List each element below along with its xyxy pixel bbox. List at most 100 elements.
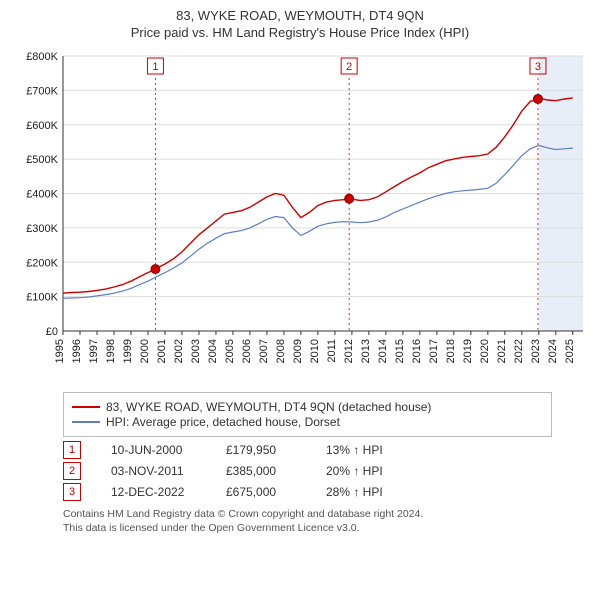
sale-price: £179,950 (226, 443, 306, 457)
x-tick-label-g: 2014 (377, 339, 389, 363)
x-tick-label-g: 2018 (445, 339, 457, 363)
x-tick-label-g: 2015 (394, 339, 406, 363)
sale-comparison: 20% ↑ HPI (326, 464, 552, 478)
x-tick-label-g: 2006 (241, 339, 253, 363)
x-tick-label-g: 2017 (428, 339, 440, 363)
x-tick-label: 2015 (394, 339, 406, 363)
x-tick-label-g: 2000 (139, 339, 151, 363)
chart-subtitle: Price paid vs. HM Land Registry's House … (8, 25, 592, 40)
y-tick-label: £300K (26, 223, 58, 235)
x-tick-label-g: 2007 (258, 339, 270, 363)
chart-area: £0 £100K £200K £300K £400K £500K £600K £700K £80… (8, 46, 592, 386)
sale-comparison: 28% ↑ HPI (326, 485, 552, 499)
legend: 83, WYKE ROAD, WEYMOUTH, DT4 9QN (detach… (63, 392, 552, 437)
footnote-line-2: This data is licensed under the Open Gov… (63, 521, 592, 535)
x-tick-label: 2000 (139, 339, 151, 363)
event-dot (151, 265, 160, 274)
x-tick-label-g: 2019 (462, 339, 474, 363)
x-tick-label: 2013 (360, 339, 372, 363)
x-tick-label: 1995 (54, 339, 66, 363)
x-tick-label-g: 2012 (343, 339, 355, 363)
footnote: Contains HM Land Registry data © Crown c… (63, 507, 592, 535)
x-tick-label: 2019 (462, 339, 474, 363)
sale-date: 03-NOV-2011 (111, 464, 206, 478)
x-tick-label: 2023 (530, 339, 542, 363)
sale-row: 203-NOV-2011£385,00020% ↑ HPI (63, 462, 552, 480)
x-tick-label: 2008 (275, 339, 287, 363)
event-dot (345, 194, 354, 203)
x-tick-label-g: 2001 (156, 339, 168, 363)
x-tick-label-g: 2022 (513, 339, 525, 363)
legend-label: HPI: Average price, detached house, Dors… (106, 415, 340, 429)
event-marker-number: 1 (152, 61, 158, 73)
x-tick-label-g: 2025 (564, 339, 576, 363)
y-tick-label: £500K (26, 154, 58, 166)
x-tick-label: 2001 (156, 339, 168, 363)
x-tick-label: 2011 (326, 339, 338, 363)
sale-row: 3 12-DEC-2022 £675,000 28% ↑ HPI (63, 483, 552, 501)
x-tick-label-g: 2003 (190, 339, 202, 363)
y-tick-label: £700K (26, 85, 58, 97)
x-tick-label-g: 1997 (88, 339, 100, 363)
sale-date: 12-DEC-2022 (111, 485, 206, 499)
x-tick-label: 1999 (122, 339, 134, 363)
x-tick-label: 2006 (241, 339, 253, 363)
y-tick-label: £800K (26, 51, 58, 63)
series-line (63, 145, 573, 298)
series-line (63, 98, 573, 293)
event-dot (533, 94, 542, 103)
x-tick-label: 2014 (377, 339, 389, 363)
x-tick-label-g: 1998 (105, 339, 117, 363)
x-tick-label: 1998 (105, 339, 117, 363)
x-tick-label-g: 2020 (479, 339, 491, 363)
y-tick-label: £600K (26, 120, 58, 132)
x-tick-label: 2009 (292, 339, 304, 363)
x-tick-label: 2010 (309, 339, 321, 363)
sale-number-box: 3 (63, 483, 81, 501)
sale-date: 10-JUN-2000 (111, 443, 206, 457)
y-tick-label: £100K (26, 292, 58, 304)
sale-row: 110-JUN-2000£179,95013% ↑ HPI (63, 441, 552, 459)
legend-item: 83, WYKE ROAD, WEYMOUTH, DT4 9QN (detach… (72, 400, 543, 414)
x-tick-label-g: 2005 (224, 339, 236, 363)
sale-price: £675,000 (226, 485, 306, 499)
x-tick-label-g: 1995 (54, 339, 66, 363)
x-tick-label-g: 2016 (411, 339, 423, 363)
x-tick-label: 2024 (547, 339, 559, 363)
x-tick-label: 2025 (564, 339, 576, 363)
y-tick-label: £400K (26, 189, 58, 201)
x-tick-label-g: 2011 (326, 339, 338, 363)
legend-swatch (72, 406, 100, 408)
legend-item: HPI: Average price, detached house, Dors… (72, 415, 543, 429)
x-tick-label-g: 2013 (360, 339, 372, 363)
legend-label: 83, WYKE ROAD, WEYMOUTH, DT4 9QN (detach… (106, 400, 431, 414)
x-tick-label: 2003 (190, 339, 202, 363)
event-marker-number: 2 (346, 61, 352, 73)
line-chart-svg: £0 £100K £200K £300K £400K £500K £600K £700K £80… (8, 46, 592, 386)
x-tick-label-g: 2008 (275, 339, 287, 363)
sale-number-box: 1 (63, 441, 81, 459)
y-tick-label: £200K (26, 257, 58, 269)
sales-table: 110-JUN-2000£179,95013% ↑ HPI203-NOV-201… (63, 441, 552, 501)
x-tick-label-g: 2021 (496, 339, 508, 363)
x-tick-label: 2020 (479, 339, 491, 363)
x-tick-label: 2007 (258, 339, 270, 363)
event-marker-number: 3 (535, 61, 541, 73)
y-tick-label: £0 (46, 326, 58, 338)
x-tick-label: 2017 (428, 339, 440, 363)
x-tick-label-g: 1996 (71, 339, 83, 363)
x-tick-label-g: 1999 (122, 339, 134, 363)
sale-number-box: 2 (63, 462, 81, 480)
x-tick-label-g: 2002 (173, 339, 185, 363)
x-tick-label: 2021 (496, 339, 508, 363)
legend-swatch (72, 421, 100, 423)
x-tick-label: 1996 (71, 339, 83, 363)
x-tick-label-g: 2004 (207, 339, 219, 363)
x-tick-label: 2005 (224, 339, 236, 363)
x-tick-label-g: 2009 (292, 339, 304, 363)
x-tick-label-g: 2024 (547, 339, 559, 363)
footnote-line-1: Contains HM Land Registry data © Crown c… (63, 507, 592, 521)
x-tick-label: 2016 (411, 339, 423, 363)
x-tick-label-g: 2023 (530, 339, 542, 363)
x-tick-label: 2002 (173, 339, 185, 363)
